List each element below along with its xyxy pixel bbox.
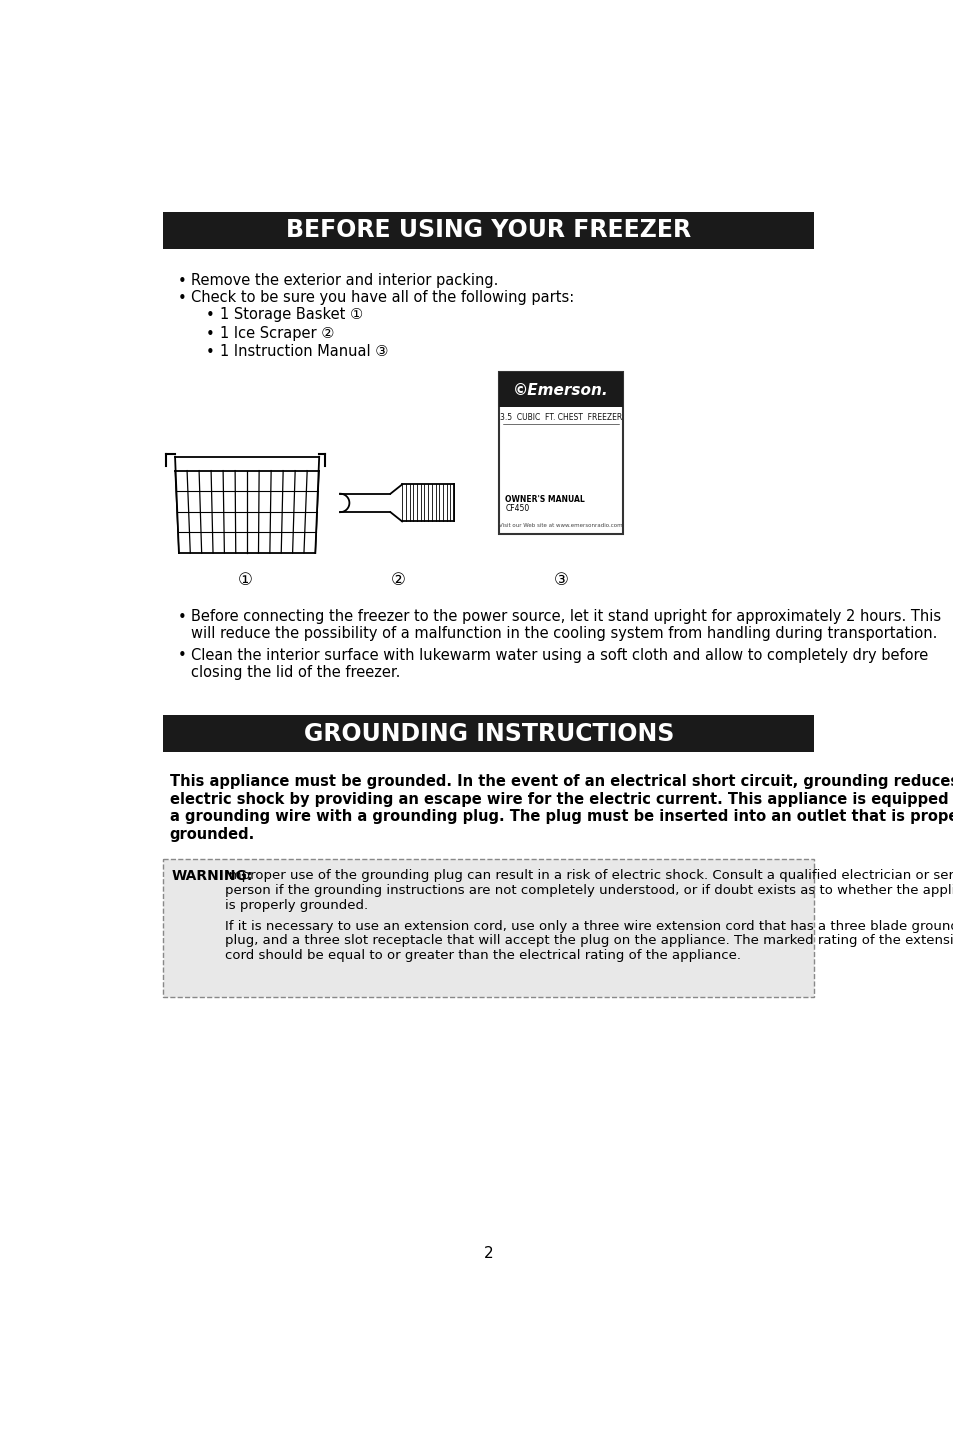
Text: person if the grounding instructions are not completely understood, or if doubt : person if the grounding instructions are… <box>225 884 953 896</box>
Text: 2: 2 <box>483 1246 494 1262</box>
Text: 1 Ice Scraper ②: 1 Ice Scraper ② <box>220 326 334 341</box>
Text: electric shock by providing an escape wire for the electric current. This applia: electric shock by providing an escape wi… <box>170 792 953 806</box>
Text: •: • <box>177 275 186 289</box>
Text: 3.5  CUBIC  FT. CHEST  FREEZER: 3.5 CUBIC FT. CHEST FREEZER <box>499 412 621 422</box>
Text: is properly grounded.: is properly grounded. <box>225 899 368 912</box>
Text: GROUNDING INSTRUCTIONS: GROUNDING INSTRUCTIONS <box>303 722 674 746</box>
Text: will reduce the possibility of a malfunction in the cooling system from handling: will reduce the possibility of a malfunc… <box>191 626 936 642</box>
Text: ②: ② <box>391 571 405 589</box>
FancyBboxPatch shape <box>163 212 814 249</box>
Text: •: • <box>177 649 186 663</box>
Text: CF450: CF450 <box>505 504 529 514</box>
FancyBboxPatch shape <box>498 372 622 534</box>
Text: •: • <box>177 291 186 306</box>
Text: cord should be equal to or greater than the electrical rating of the appliance.: cord should be equal to or greater than … <box>225 949 740 962</box>
Text: •: • <box>206 345 214 359</box>
Text: plug, and a three slot receptacle that will accept the plug on the appliance. Th: plug, and a three slot receptacle that w… <box>225 934 953 947</box>
Text: •: • <box>177 610 186 624</box>
Text: Check to be sure you have all of the following parts:: Check to be sure you have all of the fol… <box>191 291 573 305</box>
Text: •: • <box>206 326 214 342</box>
FancyBboxPatch shape <box>163 859 814 997</box>
Text: OWNER'S MANUAL: OWNER'S MANUAL <box>505 495 584 504</box>
Text: If it is necessary to use an extension cord, use only a three wire extension cor: If it is necessary to use an extension c… <box>225 919 953 932</box>
Text: ①: ① <box>238 571 253 589</box>
Text: Before connecting the freezer to the power source, let it stand upright for appr: Before connecting the freezer to the pow… <box>191 609 940 624</box>
Text: 1 Instruction Manual ③: 1 Instruction Manual ③ <box>220 344 388 359</box>
Text: ©Emerson.: ©Emerson. <box>513 382 608 398</box>
FancyBboxPatch shape <box>498 372 622 407</box>
Text: a grounding wire with a grounding plug. The plug must be inserted into an outlet: a grounding wire with a grounding plug. … <box>170 809 953 825</box>
Text: ③: ③ <box>553 571 568 589</box>
Text: closing the lid of the freezer.: closing the lid of the freezer. <box>191 664 399 680</box>
Text: Visit our Web site at www.emersonradio.com: Visit our Web site at www.emersonradio.c… <box>498 523 622 528</box>
Text: grounded.: grounded. <box>170 828 254 842</box>
Text: 1 Storage Basket ①: 1 Storage Basket ① <box>220 308 363 322</box>
Text: Improper use of the grounding plug can result in a risk of electric shock. Consu: Improper use of the grounding plug can r… <box>225 869 953 882</box>
Text: Remove the exterior and interior packing.: Remove the exterior and interior packing… <box>191 274 497 288</box>
Text: This appliance must be grounded. In the event of an electrical short circuit, gr: This appliance must be grounded. In the … <box>170 773 953 789</box>
FancyBboxPatch shape <box>163 716 814 752</box>
Text: Clean the interior surface with lukewarm water using a soft cloth and allow to c: Clean the interior surface with lukewarm… <box>191 647 927 663</box>
Text: BEFORE USING YOUR FREEZER: BEFORE USING YOUR FREEZER <box>286 218 691 242</box>
Text: •: • <box>206 308 214 324</box>
Text: WARNING:: WARNING: <box>171 869 253 884</box>
